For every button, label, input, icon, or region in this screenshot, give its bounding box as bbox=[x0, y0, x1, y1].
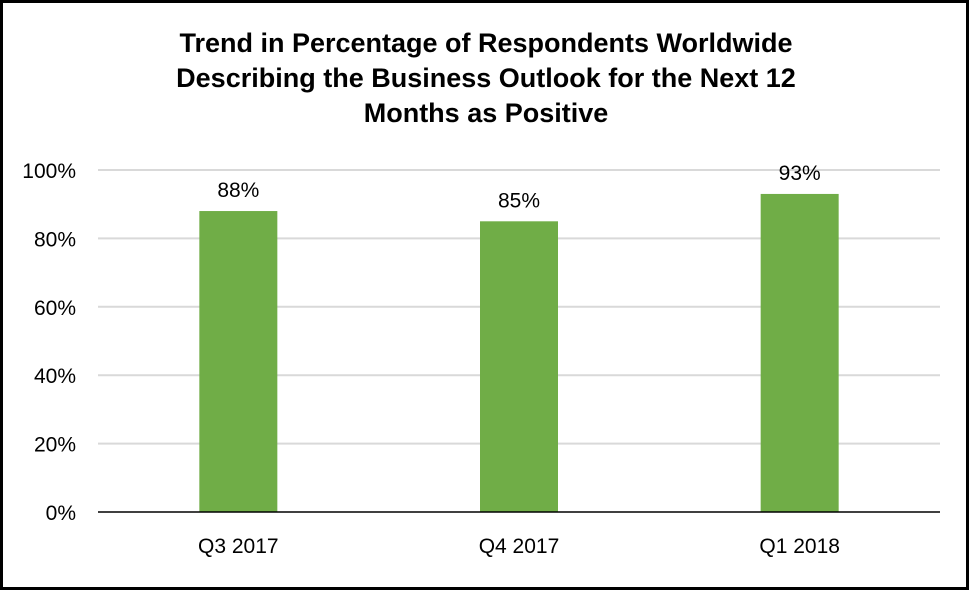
chart-title-line-1: Trend in Percentage of Respondents World… bbox=[179, 28, 792, 58]
chart-title-line-3: Months as Positive bbox=[364, 98, 609, 128]
data-label: 93% bbox=[779, 162, 821, 185]
chart-title-line-2: Describing the Business Outlook for the … bbox=[176, 63, 796, 93]
x-tick-label: Q4 2017 bbox=[479, 535, 560, 558]
x-tick-label: Q3 2017 bbox=[198, 535, 279, 558]
y-tick-label: 80% bbox=[34, 228, 76, 251]
bar bbox=[199, 211, 278, 513]
chart-title: Trend in Percentage of Respondents World… bbox=[176, 28, 796, 128]
bar bbox=[480, 221, 558, 513]
bar bbox=[760, 193, 839, 512]
y-tick-label: 100% bbox=[22, 160, 76, 183]
data-label: 88% bbox=[217, 179, 259, 202]
y-tick-label: 40% bbox=[34, 365, 76, 388]
y-tick-label: 60% bbox=[34, 297, 76, 320]
data-label: 85% bbox=[498, 189, 540, 212]
x-tick-label: Q1 2018 bbox=[759, 535, 840, 558]
y-tick-label: 0% bbox=[46, 502, 76, 525]
y-tick-label: 20% bbox=[34, 434, 76, 457]
